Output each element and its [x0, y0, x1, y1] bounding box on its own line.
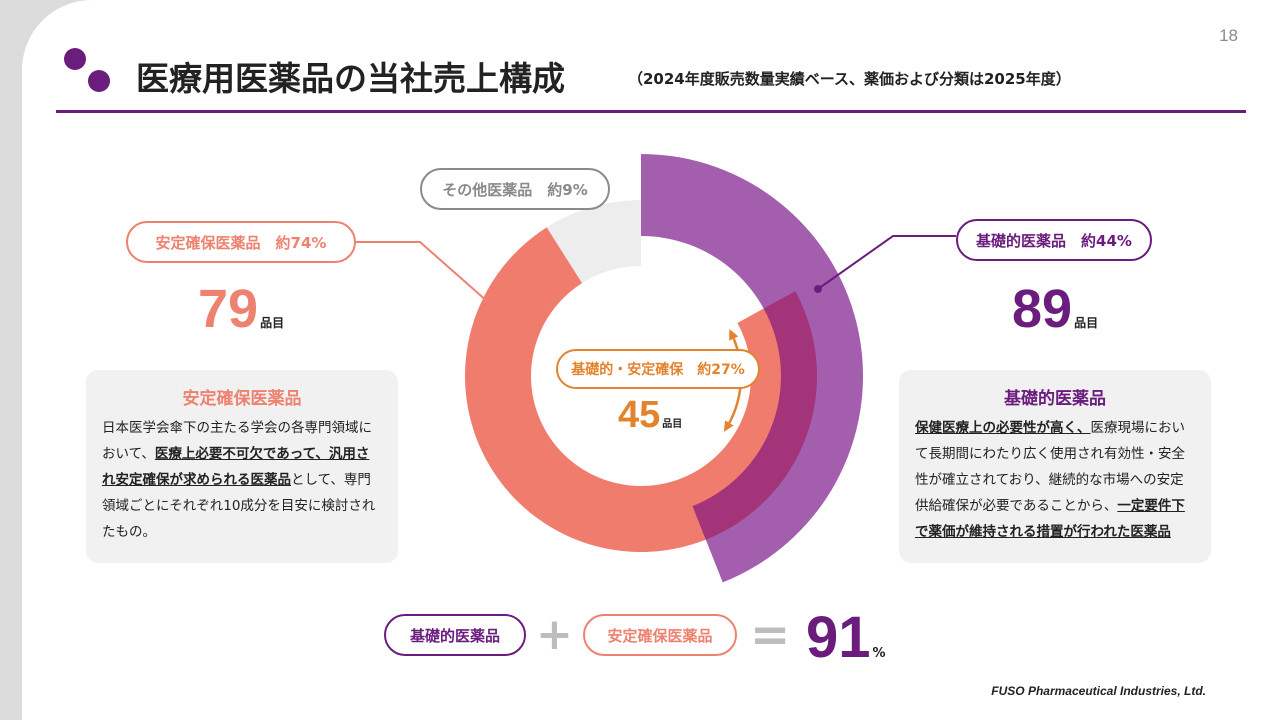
stable-description-box: 安定確保医薬品 日本医学会傘下の主たる学会の各専門領域において、医療上必要不可欠…: [86, 370, 398, 563]
equation-result-unit: %: [872, 646, 886, 661]
basic-count: 89 品目: [1012, 278, 1098, 340]
segment-other: [546, 200, 641, 284]
stable-desc-1: 日本医学会傘下の主たる学会の各専門領域において、: [102, 420, 372, 462]
basic-description-box: 基礎的医薬品 保健医療上の必要性が高く、医療現場において長期間にわたり広く使用さ…: [899, 370, 1211, 563]
stable-count: 79 品目: [198, 278, 284, 340]
basic-desc-emphasis-1: 保健医療上の必要性が高く、: [915, 420, 1091, 436]
stable-desc-2: として、専門領域ごとにそれぞれ10成分を目安に検討されたもの。: [102, 472, 376, 540]
basic-desc-1: 医療現場において長期間にわたり広く使用され有効性・安全性が確立されており、継続的…: [915, 420, 1185, 514]
label-overlap: 基礎的・安定確保 約27%: [556, 349, 760, 389]
equation-result-value: 91: [806, 605, 871, 670]
label-other: その他医薬品 約9%: [420, 168, 610, 210]
basic-box-title: 基礎的医薬品: [1004, 389, 1106, 409]
basic-desc-emphasis-2: 一定要件下で薬価が維持される措置が行われた医薬品: [915, 498, 1185, 540]
stable-desc-emphasis: 医療上必要不可欠であって、汎用され安定確保が求められる医薬品: [102, 446, 370, 488]
stable-box-title: 安定確保医薬品: [182, 389, 302, 409]
segment-overlap: [692, 291, 818, 540]
stable-count-value: 79: [198, 279, 259, 339]
page-subtitle: （2024年度販売数量実績ベース、薬価および分類は2025年度）: [628, 70, 1071, 88]
stable-box-body: 日本医学会傘下の主たる学会の各専門領域において、医療上必要不可欠であって、汎用さ…: [102, 415, 382, 545]
page-title: 医療用医薬品の当社売上構成: [136, 59, 565, 98]
leader-line-stable: [356, 241, 489, 303]
equation-stable-label: 安定確保医薬品: [583, 614, 737, 656]
basic-box-body: 保健医療上の必要性が高く、医療現場において長期間にわたり広く使用され有効性・安全…: [915, 415, 1195, 545]
label-basic: 基礎的医薬品 約44%: [956, 219, 1152, 261]
basic-count-unit: 品目: [1074, 316, 1099, 330]
arrow-head-icon: [723, 420, 734, 432]
leader-dot-basic: [814, 285, 822, 293]
equation-basic-label: 基礎的医薬品: [384, 614, 526, 656]
overlap-count-unit: 品目: [662, 419, 683, 430]
arrow-head-icon: [729, 329, 739, 341]
equation-result: 91%: [806, 604, 886, 671]
segment-stable: [464, 227, 817, 552]
page-number: 18: [1219, 26, 1238, 45]
leader-line-basic: [817, 235, 956, 290]
label-stable: 安定確保医薬品 約74%: [126, 221, 356, 263]
equals-icon: =: [750, 607, 791, 663]
segment-basic: [641, 154, 864, 583]
stable-count-unit: 品目: [260, 316, 285, 330]
plus-icon: +: [536, 609, 573, 660]
overlap-count-value: 45: [618, 394, 661, 436]
overlap-count: 45 品目: [618, 394, 682, 437]
title-divider: [56, 110, 1246, 113]
bullet-dots-icon: [64, 48, 112, 96]
company-logo: FUSO Pharmaceutical Industries, Ltd.: [991, 684, 1206, 698]
basic-count-value: 89: [1012, 279, 1073, 339]
